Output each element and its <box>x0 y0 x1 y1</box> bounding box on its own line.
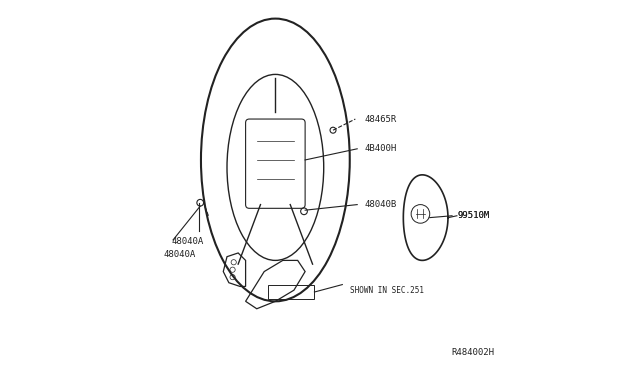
Text: 48040A: 48040A <box>172 237 204 246</box>
Text: 99510M: 99510M <box>458 211 490 220</box>
Text: SHOWN IN SEC.251: SHOWN IN SEC.251 <box>349 286 424 295</box>
Text: R484002H: R484002H <box>452 348 495 357</box>
Text: 48465R: 48465R <box>365 115 397 124</box>
Text: 48040A: 48040A <box>164 250 196 259</box>
Text: 99510M: 99510M <box>458 211 490 220</box>
Text: 48040B: 48040B <box>365 200 397 209</box>
Bar <box>268 285 314 299</box>
Text: 4B400H: 4B400H <box>365 144 397 153</box>
